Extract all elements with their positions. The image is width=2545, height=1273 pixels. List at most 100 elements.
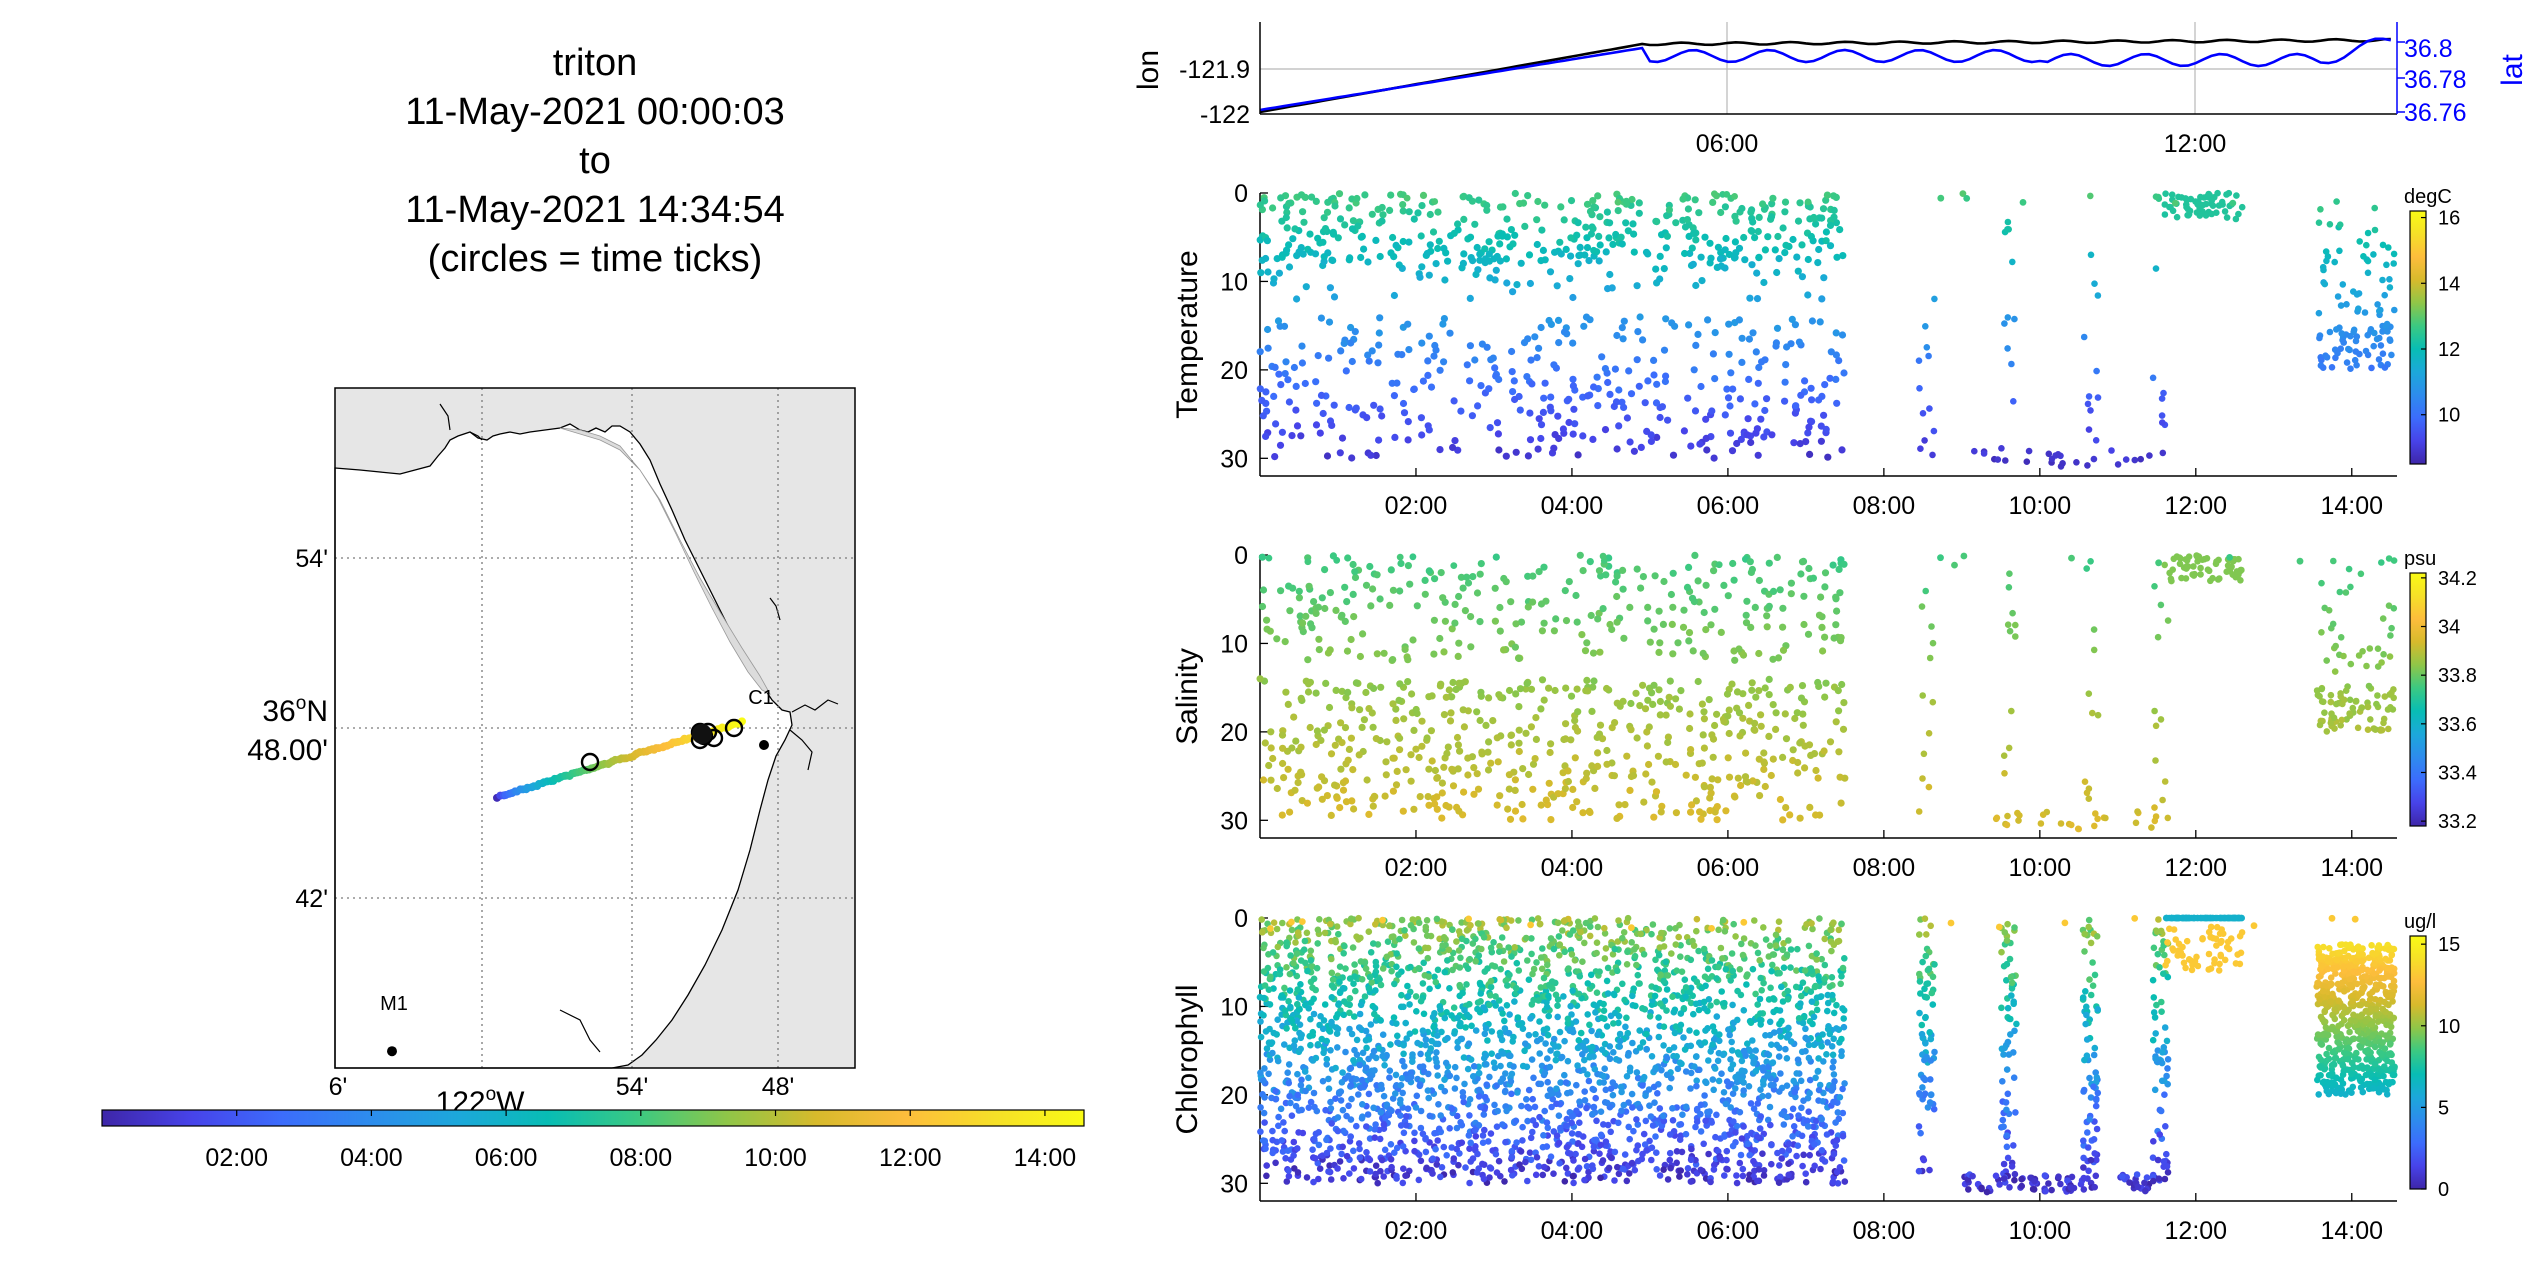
salinity-point <box>2037 820 2045 827</box>
temperature-point <box>1754 379 1762 387</box>
salinity-point <box>2381 693 2389 700</box>
chlorophyll-point <box>1529 970 1536 978</box>
chlorophyll-point <box>1322 1106 1329 1114</box>
salinity-point <box>1731 793 1739 801</box>
chlorophyll-point <box>1294 929 1302 936</box>
chlorophyll-point <box>1579 958 1586 965</box>
salinity-point <box>1423 734 1431 742</box>
chlorophyll-point <box>1441 1076 1448 1083</box>
chlorophyll-point <box>1260 1012 1267 1019</box>
temperature-point <box>1516 406 1524 414</box>
temperature-point <box>1417 232 1425 240</box>
chlorophyll-point <box>1380 1092 1388 1100</box>
chlorophyll-point <box>1448 1105 1456 1113</box>
salinity-point <box>1454 652 1462 661</box>
chlorophyll-point <box>1927 1091 1935 1098</box>
salinity-point <box>1569 803 1577 812</box>
temperature-point <box>1596 241 1604 249</box>
chlorophyll-point <box>1677 1121 1685 1128</box>
temperature-point <box>1567 197 1576 205</box>
chlorophyll-point <box>1381 1146 1389 1154</box>
chlorophyll-point <box>1417 1050 1424 1058</box>
salinity-point <box>1801 742 1809 750</box>
temperature-point <box>1795 338 1803 346</box>
salinity-point <box>1589 649 1598 657</box>
chlorophyll-point <box>1503 924 1510 932</box>
salinity-point <box>1337 765 1345 773</box>
chlorophyll-point <box>1770 1081 1777 1089</box>
salinity-point <box>2091 822 2098 830</box>
salinity-point <box>1428 757 1436 765</box>
temperature-ylabel: Temperature <box>1171 250 1204 418</box>
chlorophyll-point <box>1757 974 1764 982</box>
chlorophyll-point <box>1325 1085 1333 1092</box>
salinity-point <box>1735 709 1744 717</box>
salinity-colorbar-tick: 33.6 <box>2438 714 2477 736</box>
salinity-point <box>1349 560 1357 569</box>
chlorophyll-point <box>1631 1166 1639 1174</box>
salinity-colorbar-tick: 34.2 <box>2438 568 2477 590</box>
chlorophyll-point <box>1351 961 1358 968</box>
chlorophyll-point <box>1756 957 1763 964</box>
temperature-point <box>2004 345 2011 352</box>
chlorophyll-point <box>1716 1031 1723 1038</box>
chlorophyll-point <box>1559 927 1566 934</box>
chlorophyll-point <box>1379 1052 1386 1060</box>
chlorophyll-point <box>1257 1104 1264 1111</box>
chlorophyll-point <box>1321 1001 1329 1008</box>
chlorophyll-point <box>1564 1057 1572 1065</box>
temperature-point <box>1539 246 1547 254</box>
chlorophyll-point <box>1502 1138 1509 1146</box>
temperature-point <box>1399 207 1407 215</box>
salinity-point <box>1787 590 1795 598</box>
chlorophyll-point <box>1830 1009 1838 1017</box>
temperature-point <box>1498 230 1506 238</box>
chlorophyll-point <box>1663 986 1671 993</box>
temperature-point <box>1569 293 1577 302</box>
chlorophyll-point <box>1695 947 1702 955</box>
chlorophyll-point <box>1673 1148 1681 1155</box>
chlorophyll-point <box>1811 1162 1818 1170</box>
salinity-point <box>1516 685 1525 693</box>
temperature-point <box>1368 347 1376 355</box>
temperature-point <box>1469 257 1477 265</box>
temperature-point <box>1630 248 1638 256</box>
temperature-point <box>1656 413 1664 422</box>
chlorophyll-point <box>1562 1122 1570 1129</box>
salinity-point <box>1425 801 1433 809</box>
chlorophyll-ytick: 10 <box>1220 993 1248 1021</box>
chlorophyll-point <box>1827 926 1834 934</box>
salinity-point <box>2006 627 2014 635</box>
temperature-point <box>1320 253 1328 261</box>
temperature-point <box>1570 405 1578 413</box>
salinity-point <box>2343 716 2350 723</box>
salinity-point <box>1410 726 1418 735</box>
chlorophyll-point <box>1782 1045 1789 1053</box>
chlorophyll-point <box>1693 927 1700 935</box>
chlorophyll-point <box>1738 1135 1746 1142</box>
temperature-point <box>1271 453 1279 461</box>
salinity-point <box>1755 687 1763 695</box>
salinity-point <box>1733 688 1742 696</box>
temperature-point <box>1604 285 1612 293</box>
temperature-point <box>1507 226 1515 234</box>
temperature-point <box>1798 273 1806 281</box>
temperature-point <box>1554 412 1562 420</box>
temperature-point <box>1931 295 1938 303</box>
salinity-point <box>1573 685 1581 693</box>
lon-tick-6: 6' <box>329 1073 348 1101</box>
salinity-point <box>1362 688 1370 697</box>
temperature-point <box>1773 268 1781 277</box>
temperature-point <box>1541 256 1549 264</box>
chlorophyll-point <box>1705 1150 1712 1158</box>
chlorophyll-point <box>1522 934 1530 942</box>
salinity-point <box>1782 735 1791 743</box>
salinity-point <box>2390 605 2398 612</box>
salinity-point <box>1748 565 1756 574</box>
chlorophyll-point <box>1417 997 1425 1005</box>
salinity-point <box>1734 774 1742 782</box>
salinity-point <box>1267 776 1275 784</box>
temperature-point <box>1496 240 1504 248</box>
chlorophyll-point <box>1647 1113 1655 1120</box>
salinity-point <box>1412 705 1420 714</box>
